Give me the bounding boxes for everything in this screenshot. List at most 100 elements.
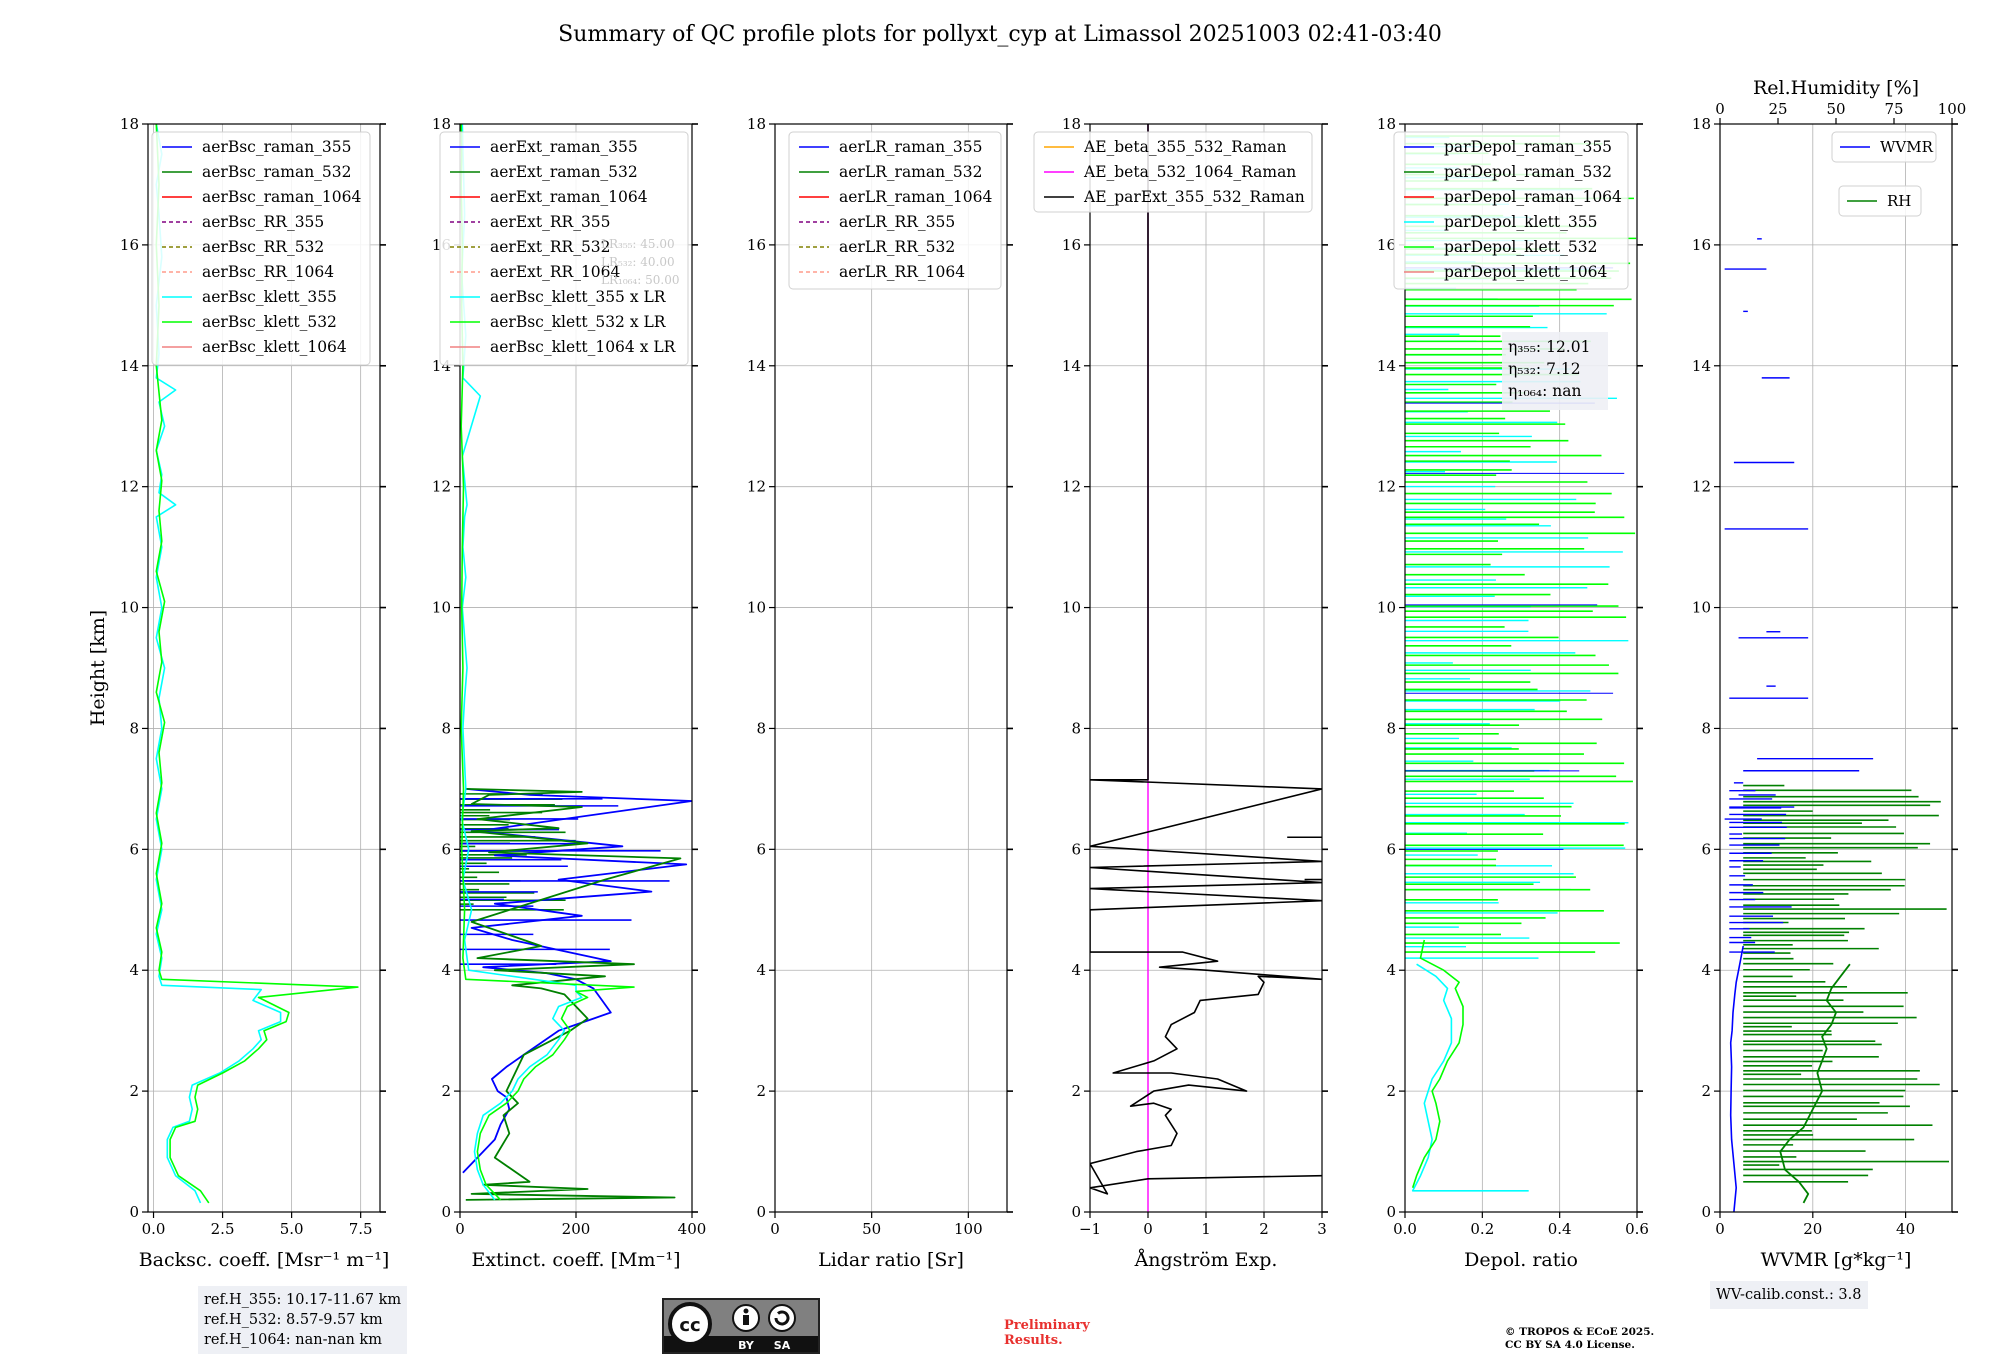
ytick-label: 0 bbox=[1386, 1203, 1396, 1221]
legend-label: aerExt_RR_1064 bbox=[490, 263, 621, 281]
wv-calib-const: WV-calib.const.: 3.8 bbox=[1716, 1287, 1862, 1303]
eta-text: η₃₅₅: 12.01 bbox=[1508, 338, 1590, 356]
ytick-label: 10 bbox=[1377, 599, 1396, 617]
ytick-label: 4 bbox=[441, 961, 451, 979]
xtick-label: 7.5 bbox=[349, 1220, 373, 1238]
ref-height-532: ref.H_532: 8.57-9.57 km bbox=[204, 1312, 383, 1328]
legend-label: aerBsc_klett_1064 bbox=[202, 338, 347, 356]
xtick-label: 400 bbox=[678, 1220, 707, 1238]
legend-label: aerLR_RR_532 bbox=[839, 238, 955, 256]
figure-title: Summary of QC profile plots for pollyxt_… bbox=[558, 22, 1442, 47]
legend-label: aerExt_RR_532 bbox=[490, 238, 611, 256]
legend-box bbox=[1033, 131, 1313, 213]
ytick-label: 10 bbox=[1692, 599, 1711, 617]
legend-box bbox=[1831, 131, 1937, 163]
legend-label: aerBsc_raman_532 bbox=[202, 163, 352, 181]
xtick-label: 0.0 bbox=[142, 1220, 166, 1238]
legend-label: aerLR_raman_532 bbox=[839, 163, 982, 181]
legend-label: aerBsc_RR_532 bbox=[202, 238, 324, 256]
legend-label: aerBsc_klett_532 x LR bbox=[490, 313, 667, 331]
spikes-bsc bbox=[155, 124, 359, 1204]
legend-label: aerExt_RR_355 bbox=[490, 213, 611, 231]
legend-label: parDepol_klett_1064 bbox=[1444, 263, 1607, 281]
plot-frame bbox=[1404, 123, 1638, 1213]
legend-box bbox=[1838, 185, 1922, 217]
xtick-label: 0 bbox=[1143, 1220, 1153, 1238]
xtick-label: 40 bbox=[1896, 1220, 1915, 1238]
ytick-label: 6 bbox=[756, 840, 766, 858]
xtick-label: 100 bbox=[954, 1220, 983, 1238]
preliminary-line-1: Preliminary bbox=[1004, 1318, 1090, 1333]
ytick-label: 18 bbox=[1377, 115, 1396, 133]
cc-license-badge: cc BY SA bbox=[662, 1298, 820, 1354]
ytick-label: 14 bbox=[1377, 357, 1396, 375]
reference-heights-box: ref.H_355: 10.17-11.67 km ref.H_532: 8.5… bbox=[198, 1286, 408, 1354]
ytick-label: 8 bbox=[1386, 719, 1396, 737]
y-axis-label: Height [km] bbox=[87, 610, 109, 726]
xtick-top-label: 0 bbox=[1715, 100, 1725, 118]
ytick-label: 16 bbox=[1062, 236, 1081, 254]
xtick-label: 0.2 bbox=[1470, 1220, 1494, 1238]
legend-label: parDepol_raman_1064 bbox=[1444, 188, 1622, 206]
ytick-label: 8 bbox=[129, 719, 139, 737]
copyright-line-2: CC BY SA 4.0 License. bbox=[1505, 1339, 1635, 1351]
ytick-label: 6 bbox=[441, 840, 451, 858]
legend-label: parDepol_klett_532 bbox=[1444, 238, 1597, 256]
preliminary-line-2: Results. bbox=[1004, 1333, 1063, 1348]
xtick-label: 0.4 bbox=[1548, 1220, 1572, 1238]
ytick-label: 8 bbox=[1071, 719, 1081, 737]
ytick-label: 16 bbox=[747, 236, 766, 254]
legend-label: aerBsc_RR_355 bbox=[202, 213, 324, 231]
ytick-label: 14 bbox=[1062, 357, 1081, 375]
legend-label: aerBsc_raman_1064 bbox=[202, 188, 362, 206]
wv-calibration-box: WV-calib.const.: 3.8 bbox=[1710, 1281, 1868, 1309]
ytick-label: 16 bbox=[120, 236, 139, 254]
series-line-AE_parExt_355_532_Raman bbox=[1090, 124, 1322, 1195]
ytick-label: 4 bbox=[1701, 961, 1711, 979]
legend-box bbox=[1393, 131, 1629, 290]
ytick-label: 12 bbox=[432, 478, 451, 496]
ytick-label: 2 bbox=[1701, 1082, 1711, 1100]
ytick-label: 12 bbox=[120, 478, 139, 496]
series-line-WVMR bbox=[1729, 945, 1744, 1212]
series-line-aerBsc_klett_532 x LR bbox=[460, 124, 635, 1201]
ytick-label: 10 bbox=[120, 599, 139, 617]
panel-lr: 0 2 4 6 8 10 12 14 16 18 0 50 100 Lidar ratio [Sr] aer… bbox=[747, 115, 1013, 1271]
x-axis-label: WVMR [g*kg⁻¹] bbox=[1761, 1249, 1912, 1271]
ytick-label: 0 bbox=[1071, 1203, 1081, 1221]
eta-text: η₁₀₆₄: nan bbox=[1508, 382, 1582, 400]
x-axis-label: Lidar ratio [Sr] bbox=[818, 1249, 964, 1271]
series-line-parDepol_klett_532 bbox=[1411, 939, 1464, 1189]
ref-height-1064: ref.H_1064: nan-nan km bbox=[204, 1332, 382, 1348]
ytick-label: 12 bbox=[1692, 478, 1711, 496]
legend-label: aerBsc_klett_355 x LR bbox=[490, 288, 667, 306]
xtick-label: 20 bbox=[1803, 1220, 1822, 1238]
legend-box bbox=[151, 131, 371, 366]
legend-label: parDepol_raman_532 bbox=[1444, 163, 1612, 181]
legend-label: aerBsc_RR_1064 bbox=[202, 263, 334, 281]
ytick-label: 12 bbox=[747, 478, 766, 496]
ytick-label: 2 bbox=[129, 1082, 139, 1100]
series-line-aerExt_raman_532 bbox=[465, 788, 682, 1201]
ytick-label: 14 bbox=[1692, 357, 1711, 375]
ytick-label: 18 bbox=[1692, 115, 1711, 133]
ytick-label: 0 bbox=[441, 1203, 451, 1221]
lidar-ratio-text: LR₃₅₅: 45.00 bbox=[601, 237, 675, 251]
panel-ext: 0246810121416180200400Extinct. coeff. [M… bbox=[432, 115, 706, 1271]
legend-label: WVMR bbox=[1880, 138, 1934, 156]
x-axis-label: Ångström Exp. bbox=[1134, 1249, 1278, 1271]
legend-label: aerExt_raman_1064 bbox=[490, 188, 648, 206]
ytick-label: 8 bbox=[441, 719, 451, 737]
ytick-label: 6 bbox=[1386, 840, 1396, 858]
ytick-label: 16 bbox=[1692, 236, 1711, 254]
series-line-aerExt_raman_355 bbox=[462, 788, 692, 1174]
xtick-label: −1 bbox=[1079, 1220, 1101, 1238]
xtick-top-label: 100 bbox=[1938, 100, 1967, 118]
ytick-label: 8 bbox=[1701, 719, 1711, 737]
xtick-label: 2 bbox=[1259, 1220, 1269, 1238]
xtick-label: 50 bbox=[862, 1220, 881, 1238]
ref-height-355: ref.H_355: 10.17-11.67 km bbox=[204, 1292, 402, 1308]
ytick-label: 6 bbox=[129, 840, 139, 858]
ytick-label: 4 bbox=[129, 961, 139, 979]
